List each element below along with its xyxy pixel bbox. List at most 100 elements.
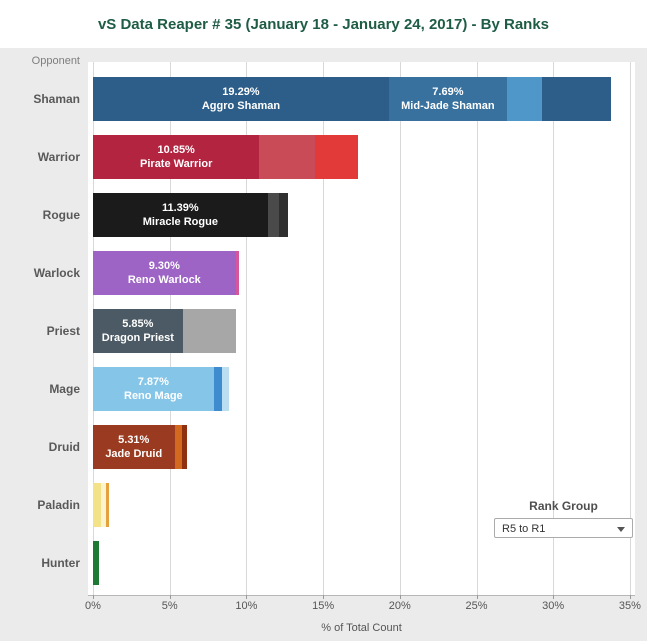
x-tick-label: 5% [161,600,178,612]
bar-rogue: 11.39% Miracle Rogue [93,193,288,237]
segment-percent-label: 19.29% [222,86,260,98]
bar-shaman: 19.29% Aggro Shaman 7.69% Mid-Jade Shaman [93,77,612,121]
bar-segment[interactable] [279,193,288,237]
x-tick-label: 20% [388,600,411,612]
category-label-priest: Priest [46,324,80,338]
gridline [629,62,631,595]
category-label-warrior: Warrior [37,150,80,164]
x-tick-label: 0% [85,600,101,612]
bar-segment[interactable] [315,135,359,179]
segment-percent-label: 5.85% [122,318,154,330]
bar-mage: 7.87% Reno Mage [93,367,229,411]
bar-druid: 5.31% Jade Druid [93,425,187,469]
bar-segment-pirate-warrior[interactable]: 10.85% Pirate Warrior [93,135,260,179]
segment-name-label: Reno Mage [124,390,183,402]
bar-segment[interactable] [267,193,280,237]
bar-row [93,476,635,534]
bar-row: 5.85% Dragon Priest [93,302,635,360]
bar-segment-mid-jade-shaman[interactable]: 7.69% Mid-Jade Shaman [388,77,507,121]
rank-group-selected-value: R5 to R1 [502,523,546,535]
x-tick-label: 30% [542,600,565,612]
row-axis-header: Opponent [31,55,80,67]
bar-warrior: 10.85% Pirate Warrior [93,135,359,179]
segment-name-label: Dragon Priest [101,332,174,344]
bar-segment[interactable] [182,309,237,353]
tick-mark [399,595,401,599]
rank-group-filter: Rank Group R5 to R1 [494,499,633,538]
page-title: vS Data Reaper # 35 (January 18 - Januar… [0,0,647,48]
bar-segment-reno-warlock[interactable]: 9.30% Reno Warlock [93,251,236,295]
tick-mark [476,595,478,599]
gridline [553,62,555,595]
bars: 19.29% Aggro Shaman 7.69% Mid-Jade Shaman 10… [93,70,635,592]
bar-segment-miracle-rogue[interactable]: 11.39% Miracle Rogue [93,193,268,237]
tick-mark [169,595,171,599]
bar-segment[interactable] [259,135,316,179]
category-label-druid: Druid [48,440,80,454]
gridline [323,62,325,595]
tick-mark [553,595,555,599]
bar-segment-aggro-shaman[interactable]: 19.29% Aggro Shaman [93,77,389,121]
bar-segment-dragon-priest[interactable]: 5.85% Dragon Priest [93,309,183,353]
segment-name-label: Pirate Warrior [140,158,213,170]
bar-row [93,534,635,592]
gridline [399,62,401,595]
bar-segment[interactable] [213,367,223,411]
category-label-hunter: Hunter [41,556,80,570]
chart-panel: Opponent Shaman Warrior Rogue Warlock Priest… [0,48,647,641]
tick-mark [629,595,631,599]
bar-row: 11.39% Miracle Rogue [93,186,635,244]
segment-name-label: Jade Druid [105,448,163,460]
segment-percent-label: 7.87% [137,376,169,388]
bar-row: 10.85% Pirate Warrior [93,128,635,186]
category-label-warlock: Warlock [33,266,80,280]
bar-segment[interactable] [222,367,229,411]
tick-mark [93,595,94,599]
bar-segment[interactable] [235,251,240,295]
segment-percent-label: 10.85% [157,144,195,156]
gridline [246,62,248,595]
bar-row: 19.29% Aggro Shaman 7.69% Mid-Jade Shaman [93,70,635,128]
bar-segment[interactable] [182,425,187,469]
segment-percent-label: 7.69% [432,86,464,98]
tick-mark [323,595,325,599]
segment-name-label: Miracle Rogue [142,216,218,228]
rank-group-label: Rank Group [529,499,598,513]
bar-warlock: 9.30% Reno Warlock [93,251,240,295]
x-tick-label: 15% [312,600,335,612]
rank-group-select[interactable]: R5 to R1 [494,518,633,538]
category-label-rogue: Rogue [42,208,80,222]
bar-hunter [93,541,100,585]
segment-name-label: Aggro Shaman [201,100,281,112]
x-tick-label: 25% [465,600,488,612]
segment-name-label: Mid-Jade Shaman [401,100,495,112]
segment-percent-label: 5.31% [118,434,150,446]
x-tick-label: 35% [618,600,641,612]
segment-percent-label: 11.39% [161,202,199,214]
bar-priest: 5.85% Dragon Priest [93,309,237,353]
bar-segment-jade-druid[interactable]: 5.31% Jade Druid [93,425,175,469]
x-tick-label: 10% [235,600,258,612]
bar-segment[interactable] [174,425,183,469]
bar-segment-reno-mage[interactable]: 7.87% Reno Mage [93,367,214,411]
category-label-mage: Mage [49,382,80,396]
bar-paladin [93,483,110,527]
x-axis-title: % of Total Count [321,622,402,634]
bar-row: 9.30% Reno Warlock [93,244,635,302]
gridline [476,62,478,595]
bar-segment[interactable] [101,483,106,527]
bar-row: 5.31% Jade Druid [93,418,635,476]
bar-segment[interactable] [506,77,543,121]
bar-segment[interactable] [105,483,110,527]
tick-mark [246,595,248,599]
bar-segment[interactable] [93,541,100,585]
segment-percent-label: 9.30% [148,260,180,272]
category-label-shaman: Shaman [33,92,80,106]
bar-segment[interactable] [542,77,612,121]
chevron-down-icon [617,527,625,532]
category-labels: Shaman Warrior Rogue Warlock Priest Mage Druid… [0,70,80,592]
plot-area: 19.29% Aggro Shaman 7.69% Mid-Jade Shaman 10… [88,62,635,596]
segment-name-label: Reno Warlock [127,274,201,286]
bar-segment[interactable] [93,483,102,527]
